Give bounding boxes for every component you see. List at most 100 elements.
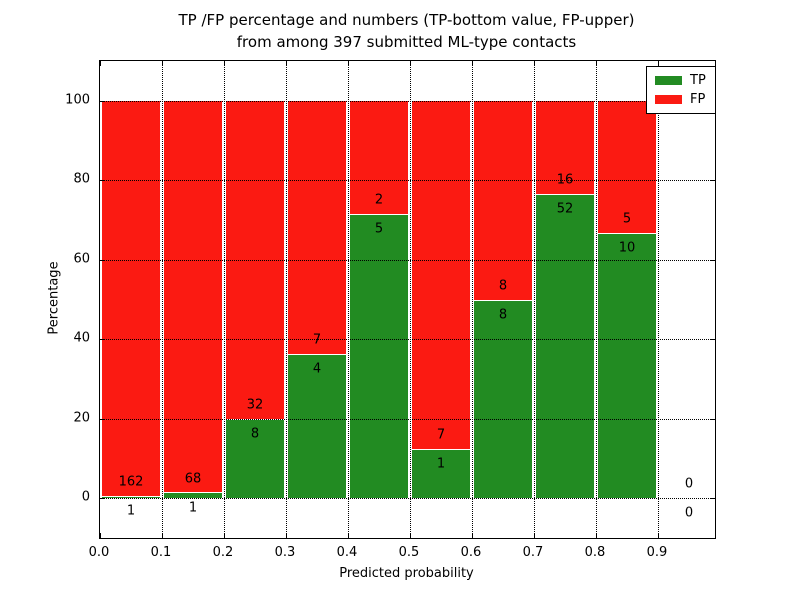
x-tick-label: 0.4 [336, 545, 358, 560]
x-tick-label: 0.0 [88, 545, 110, 560]
fp-count-label: 162 [118, 474, 144, 490]
fp-segment [536, 100, 594, 195]
fp-segment [598, 100, 656, 234]
x-tick-label: 0.8 [584, 545, 606, 560]
fp-count-label: 2 [374, 192, 384, 208]
y-tickmark [710, 339, 715, 341]
y-tickmark [100, 259, 105, 261]
fp-segment [412, 100, 470, 449]
x-tickmark [410, 61, 411, 66]
y-tick-label: 80 [73, 171, 90, 187]
gridlines-layer [100, 61, 715, 538]
y-axis-label: Percentage [46, 261, 62, 335]
stacked-bar [162, 100, 224, 499]
fp-count-label: 16 [556, 172, 574, 188]
tp-color-swatch-icon [655, 76, 682, 85]
x-tick-label: 0.6 [460, 545, 482, 560]
tp-segment [412, 448, 470, 499]
vertical-gridline [533, 61, 535, 538]
horizontal-gridline [100, 418, 715, 420]
fp-segment [164, 100, 222, 493]
chart-title: TP /FP percentage and numbers (TP-bottom… [99, 9, 714, 53]
plot-area: 162 1 68 1 32 8 7 4 2 5 7 1 8 8 16 52 5 10 0 0 [99, 60, 716, 539]
x-tickmark [658, 533, 659, 538]
x-axis-label: Predicted probability [339, 566, 474, 581]
x-tickmark [348, 533, 349, 538]
tp-count-label: 8 [250, 426, 260, 442]
tp-segment [350, 214, 408, 499]
fp-count-label: 68 [184, 471, 202, 487]
x-tickmark [224, 533, 225, 538]
vertical-gridline [409, 61, 411, 538]
y-tickmark [100, 180, 105, 182]
x-tick-label: 0.5 [398, 545, 420, 560]
x-tickmark [472, 61, 473, 66]
x-tick-label: 0.2 [212, 545, 234, 560]
y-tickmark [710, 259, 715, 261]
x-tick-label: 0.7 [522, 545, 544, 560]
y-tick-label: 40 [73, 330, 90, 346]
y-tickmark [710, 498, 715, 500]
y-tick-label: 0 [81, 489, 90, 505]
fp-count-label: 8 [498, 278, 508, 294]
stacked-bar [286, 100, 348, 499]
tp-count-label: 10 [618, 240, 636, 256]
y-tickmark [100, 100, 105, 102]
vertical-gridline [223, 61, 225, 538]
tp-segment [474, 299, 532, 499]
x-tick-label: 0.9 [646, 545, 668, 560]
bar-value-labels: 162 1 68 1 32 8 7 4 2 5 7 1 8 8 16 52 5 10 0 0 [100, 61, 715, 538]
legend-label-fp: FP [690, 92, 706, 107]
stacked-bar [472, 100, 534, 499]
y-tickmark [100, 339, 105, 341]
tp-segment [102, 495, 160, 499]
stacked-bar [100, 100, 162, 499]
tp-segment [536, 194, 594, 499]
horizontal-gridline [100, 100, 715, 102]
tp-count-label: 8 [498, 307, 508, 323]
fp-count-label: 5 [622, 211, 632, 227]
x-tickmark [472, 533, 473, 538]
y-tickmark [100, 418, 105, 420]
fp-count-label: 32 [246, 397, 264, 413]
vertical-gridline [161, 61, 163, 538]
y-tick-label: 20 [73, 410, 90, 426]
tp-segment [226, 418, 284, 499]
x-tickmark [162, 533, 163, 538]
fp-count-label: 7 [436, 427, 446, 443]
x-tickmark [348, 61, 349, 66]
fp-segment [102, 100, 160, 496]
y-tick-label: 60 [73, 251, 90, 267]
legend-label-tp: TP [690, 73, 706, 88]
vertical-gridline [595, 61, 597, 538]
tp-count-label: 1 [188, 500, 198, 516]
chart-title-line1: TP /FP percentage and numbers (TP-bottom… [178, 11, 635, 29]
tp-count-label: 0 [684, 505, 694, 521]
vertical-gridline [657, 61, 659, 538]
x-tickmark [534, 61, 535, 66]
fp-segment [474, 100, 532, 300]
tp-count-label: 52 [556, 201, 574, 217]
stacked-bar [596, 100, 658, 499]
vertical-gridline [347, 61, 349, 538]
horizontal-gridline [100, 259, 715, 261]
stacked-bar [348, 100, 410, 499]
x-tickmark [100, 61, 101, 66]
horizontal-gridline [100, 339, 715, 341]
fp-segment [350, 100, 408, 215]
tp-count-label: 4 [312, 361, 322, 377]
tp-count-label: 1 [436, 456, 446, 472]
legend-item-fp: FP [655, 90, 706, 109]
x-tickmark [286, 61, 287, 66]
vertical-gridline [471, 61, 473, 538]
x-tickmark [596, 533, 597, 538]
fp-segment [288, 100, 346, 354]
tp-count-label: 5 [374, 221, 384, 237]
x-tickmark [596, 61, 597, 66]
x-tickmark [658, 61, 659, 66]
stacked-bar [534, 100, 596, 499]
fp-count-label: 0 [684, 476, 694, 492]
y-tick-label: 100 [65, 92, 90, 108]
horizontal-gridline [100, 498, 715, 500]
